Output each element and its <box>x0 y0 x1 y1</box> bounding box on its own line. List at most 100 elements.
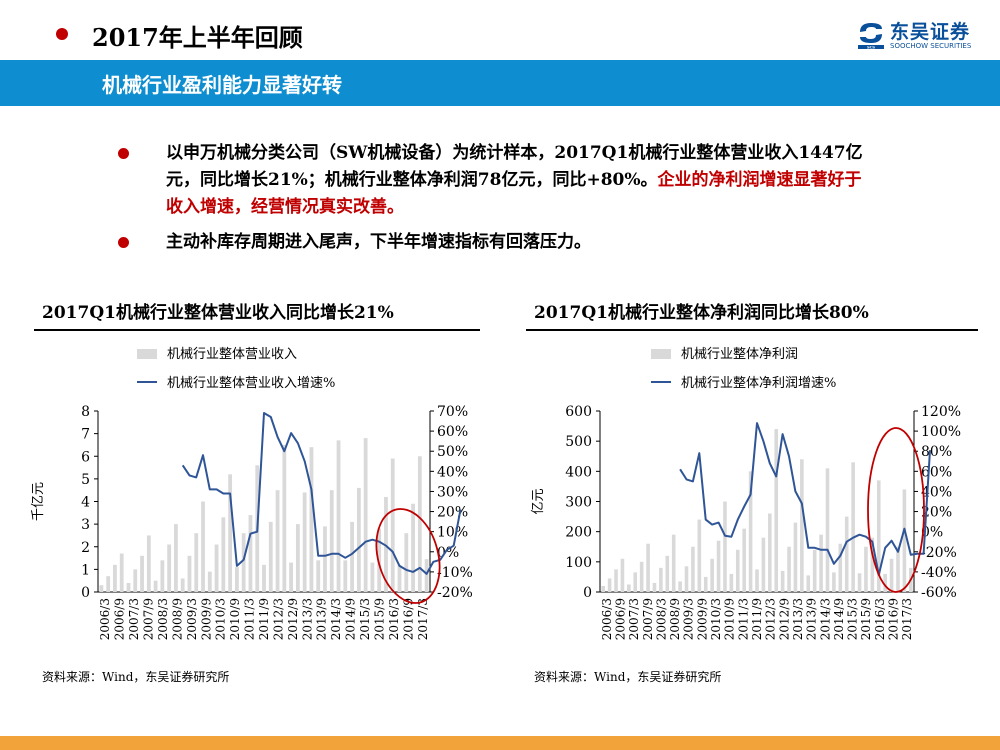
bullet-text: 以申万机械分类公司（SW机械设备）为统计样本，2017Q1机械行业整体营业收入1… <box>166 143 863 190</box>
bar <box>748 471 753 592</box>
y-right-tick-label: -10% <box>437 565 473 581</box>
bar <box>235 567 239 592</box>
y-left-tick-label: 400 <box>565 464 592 480</box>
bar <box>248 515 253 592</box>
x-tick-label: 2010/9 <box>228 598 242 640</box>
bar <box>411 503 415 592</box>
bar <box>800 459 804 592</box>
legend-bar-swatch <box>137 349 157 359</box>
y-right-tick-label: -60% <box>921 585 957 601</box>
legend-label: 机械行业整体净利润增速% <box>681 376 836 391</box>
x-tick-label: 2009/9 <box>199 598 213 640</box>
page-title: 2017年上半年回顾 <box>92 23 303 52</box>
x-tick-label: 2007/3 <box>627 598 641 640</box>
y-right-tick-label: -20% <box>437 585 473 601</box>
bar <box>390 458 395 592</box>
y-left-tick-label: 1 <box>81 562 90 578</box>
x-tick-label: 2008/9 <box>170 598 184 640</box>
bar <box>646 543 650 592</box>
logo-text-en: SOOCHOW SECURITIES <box>890 42 972 50</box>
bar <box>659 567 663 592</box>
y-left-tick-label: 0 <box>81 585 90 601</box>
bar <box>774 429 779 592</box>
y-right-tick-label: -40% <box>921 565 957 581</box>
bar <box>370 562 375 592</box>
x-tick-label: 2016/9 <box>401 598 415 640</box>
bar <box>806 575 811 592</box>
x-tick-label: 2014/9 <box>832 598 846 640</box>
section-band: 机械行业盈利能力显著好转 <box>0 60 1000 106</box>
legend-label: 机械行业整体营业收入 <box>167 347 297 362</box>
bar <box>201 501 205 592</box>
x-tick-label: 2015/9 <box>372 598 386 640</box>
y-right-tick-label: 60% <box>437 424 468 440</box>
bar <box>289 562 293 592</box>
highlight-ellipse <box>375 508 441 604</box>
bar <box>614 569 618 592</box>
bar <box>768 513 772 592</box>
x-tick-label: 2014/9 <box>344 598 358 640</box>
logo-mark-text: SCS <box>867 46 875 50</box>
y-left-tick-label: 600 <box>565 404 592 420</box>
bar <box>627 584 631 592</box>
bar <box>780 570 785 592</box>
bar <box>716 540 721 592</box>
bullet-item: 主动补库存周期进入尾声，下半年增速指标有回落压力。 <box>118 229 878 256</box>
chart-title-profit: 2017Q1机械行业整体净利润同比增长80% <box>534 303 869 323</box>
bar <box>404 533 409 592</box>
chart-title-rule <box>34 329 480 331</box>
bullet-highlight-text: 企业的净利润增速显著好于收入增速，经营情况真实改善。 <box>166 170 862 217</box>
bar <box>729 573 734 592</box>
y-right-tick-label: 40% <box>921 484 952 500</box>
bar <box>241 533 246 592</box>
bar <box>363 438 368 592</box>
bar <box>851 462 855 592</box>
y-left-tick-label: 3 <box>81 517 90 533</box>
x-tick-label: 2016/3 <box>873 598 887 640</box>
bullet-dot-icon <box>118 148 129 159</box>
y-left-tick-label: 100 <box>565 555 592 571</box>
bar <box>126 582 131 592</box>
x-tick-label: 2013/9 <box>805 598 819 640</box>
bullet-text: 主动补库存周期进入尾声，下半年增速指标有回落压力。 <box>166 232 591 252</box>
y-right-tick-label: 50% <box>437 444 468 460</box>
bar <box>187 555 192 592</box>
bar <box>665 555 670 592</box>
bar <box>119 553 124 592</box>
bar <box>684 566 689 592</box>
y-left-tick-label: 5 <box>81 472 90 488</box>
bar <box>153 580 158 592</box>
bar <box>652 582 657 592</box>
bar <box>678 581 682 592</box>
x-tick-label: 2007/9 <box>641 598 655 640</box>
x-tick-label: 2014/3 <box>818 598 832 640</box>
y-left-tick-label: 300 <box>565 495 592 511</box>
legend-label: 机械行业整体营业收入增速% <box>167 376 335 391</box>
bar <box>207 571 212 592</box>
bar <box>417 456 422 592</box>
bar <box>710 558 714 592</box>
x-tick-label: 2011/9 <box>257 598 271 640</box>
highlight-ellipse <box>867 427 925 593</box>
y-right-tick-label: 70% <box>437 404 468 420</box>
footer-bar <box>0 736 1000 750</box>
bar <box>825 468 830 592</box>
x-tick-label: 2013/3 <box>300 598 314 640</box>
company-logo: SCS 东吴证券 SOOCHOW SECURITIES <box>856 18 988 56</box>
y-right-tick-label: 20% <box>437 505 468 521</box>
y-right-tick-label: -20% <box>921 545 957 561</box>
bullet-dot-icon <box>118 237 129 248</box>
chart-title-rule <box>526 329 978 331</box>
logo-text-cn: 东吴证券 <box>890 21 971 43</box>
y-right-tick-label: 10% <box>437 525 468 541</box>
bar <box>295 524 300 592</box>
section-title: 机械行业盈利能力显著好转 <box>102 73 342 97</box>
y-right-tick-label: 0% <box>921 525 943 541</box>
bar <box>876 480 881 592</box>
bar <box>268 521 273 592</box>
bar <box>275 490 280 592</box>
x-tick-label: 2013/3 <box>791 598 805 640</box>
bar <box>832 572 836 592</box>
bullet-list: 以申万机械分类公司（SW机械设备）为统计样本，2017Q1机械行业整体营业收入1… <box>118 140 878 264</box>
x-tick-label: 2013/9 <box>315 598 329 640</box>
